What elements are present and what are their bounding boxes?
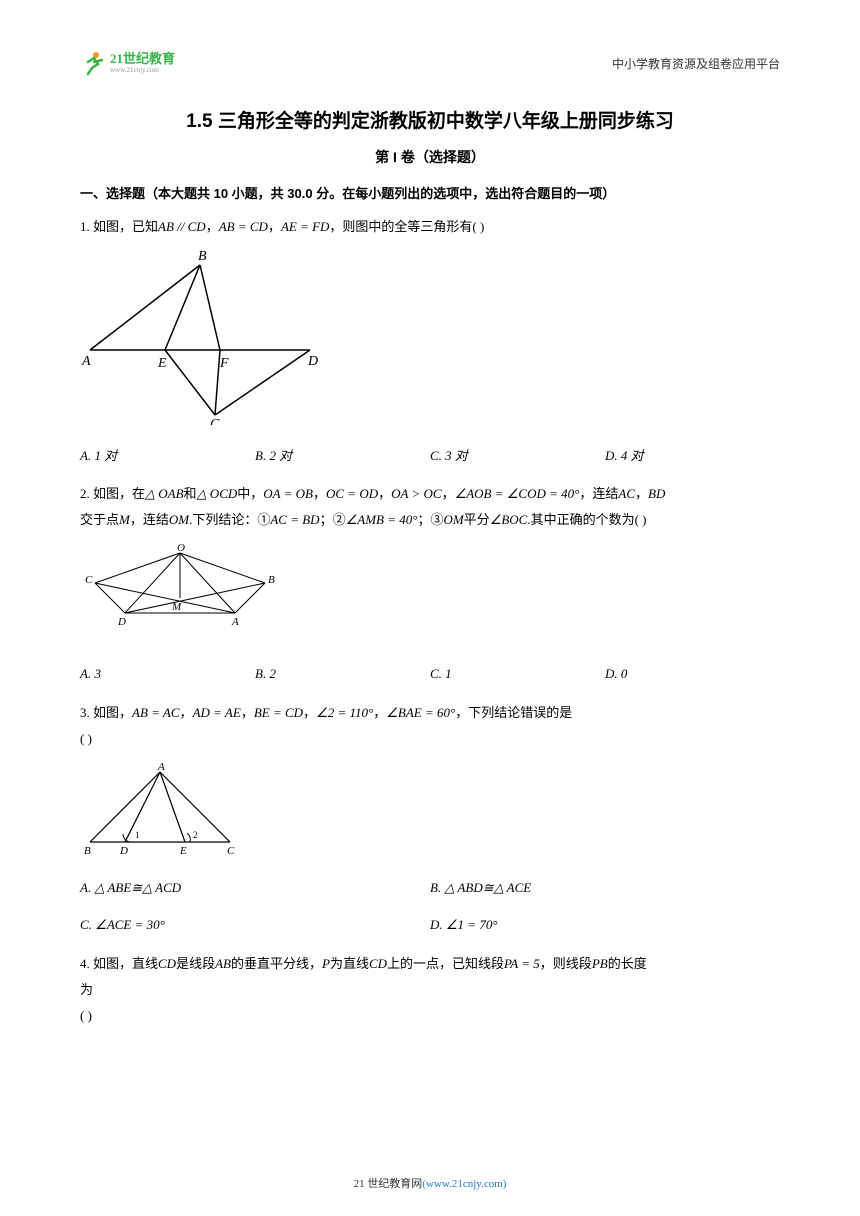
q3-options-row2: C. ∠ACE = 30° D. ∠1 = 70° bbox=[80, 913, 780, 936]
question-2: 2. 如图，在△ OAB和△ OCD中，OA = OB，OC = OD，OA >… bbox=[80, 481, 780, 685]
page-footer: 21 世纪教育网(www.21cnjy.com) bbox=[0, 1175, 860, 1191]
option-d[interactable]: D. 0 bbox=[605, 662, 780, 685]
svg-text:E: E bbox=[157, 356, 167, 371]
subtitle: 第 I 卷（选择题） bbox=[80, 147, 780, 167]
option-a[interactable]: A. △ ABE≅△ ACD bbox=[80, 876, 430, 899]
svg-text:C: C bbox=[227, 845, 235, 857]
logo-text-wrap: 21世纪教育 www.21cnjy.com bbox=[110, 52, 175, 74]
math: AB // CD bbox=[158, 219, 206, 234]
option-a[interactable]: A. 1 对 bbox=[80, 444, 255, 467]
option-a[interactable]: A. 3 bbox=[80, 662, 255, 685]
q1-text: 1. 如图，已知AB // CD，AB = CD，AE = FD，则图中的全等三… bbox=[80, 214, 780, 240]
q3-text: 3. 如图，AB = AC，AD = AE，BE = CD，∠2 = 110°，… bbox=[80, 700, 780, 752]
question-4: 4. 如图，直线CD是线段AB的垂直平分线，P为直线CD上的一点，已知线段PA … bbox=[80, 951, 780, 1029]
option-b[interactable]: B. △ ABD≅△ ACE bbox=[430, 876, 780, 899]
svg-text:A: A bbox=[231, 616, 239, 628]
svg-text:C: C bbox=[85, 574, 93, 586]
svg-text:M: M bbox=[171, 601, 182, 613]
option-c[interactable]: C. ∠ACE = 30° bbox=[80, 913, 430, 936]
logo: 21世纪教育 www.21cnjy.com bbox=[80, 50, 175, 76]
svg-text:O: O bbox=[177, 543, 185, 554]
option-d[interactable]: D. ∠1 = 70° bbox=[430, 913, 780, 936]
svg-text:D: D bbox=[117, 616, 126, 628]
svg-text:B: B bbox=[198, 250, 207, 264]
q-suffix: ，则图中的全等三角形有( ) bbox=[329, 219, 484, 234]
math: AB = CD bbox=[219, 219, 268, 234]
svg-text:A: A bbox=[157, 762, 165, 773]
option-c[interactable]: C. 3 对 bbox=[430, 444, 605, 467]
header-platform-text: 中小学教育资源及组卷应用平台 bbox=[612, 55, 780, 72]
triangle-diagram-icon: A B D 1 E 2 C bbox=[80, 762, 240, 857]
q2-options: A. 3 B. 2 C. 1 D. 0 bbox=[80, 662, 780, 685]
q2-figure: O C B D A M bbox=[80, 543, 780, 652]
option-b[interactable]: B. 2 对 bbox=[255, 444, 430, 467]
option-d[interactable]: D. 4 对 bbox=[605, 444, 780, 467]
section-heading: 一、选择题（本大题共 10 小题，共 30.0 分。在每小题列出的选项中，选出符… bbox=[80, 183, 780, 202]
star-diagram-icon: O C B D A M bbox=[80, 543, 280, 643]
q4-text: 4. 如图，直线CD是线段AB的垂直平分线，P为直线CD上的一点，已知线段PA … bbox=[80, 951, 780, 1029]
q3-options: A. △ ABE≅△ ACD B. △ ABD≅△ ACE bbox=[80, 876, 780, 899]
svg-text:D: D bbox=[119, 845, 128, 857]
q-num: 3. bbox=[80, 705, 90, 720]
option-b[interactable]: B. 2 bbox=[255, 662, 430, 685]
svg-text:E: E bbox=[179, 845, 187, 857]
q1-figure: B A E F D C bbox=[80, 250, 780, 434]
logo-title: 21世纪教育 bbox=[110, 52, 175, 66]
logo-url: www.21cnjy.com bbox=[110, 66, 175, 74]
svg-text:A: A bbox=[81, 354, 91, 369]
q1-options: A. 1 对 B. 2 对 C. 3 对 D. 4 对 bbox=[80, 444, 780, 467]
question-1: 1. 如图，已知AB // CD，AB = CD，AE = FD，则图中的全等三… bbox=[80, 214, 780, 467]
svg-text:D: D bbox=[307, 354, 318, 369]
page-header: 21世纪教育 www.21cnjy.com 中小学教育资源及组卷应用平台 bbox=[80, 50, 780, 76]
question-3: 3. 如图，AB = AC，AD = AE，BE = CD，∠2 = 110°，… bbox=[80, 700, 780, 937]
q2-text: 2. 如图，在△ OAB和△ OCD中，OA = OB，OC = OD，OA >… bbox=[80, 481, 780, 533]
svg-text:C: C bbox=[210, 417, 220, 425]
q-num: 1. bbox=[80, 219, 90, 234]
svg-text:F: F bbox=[219, 356, 229, 371]
math: AE = FD bbox=[281, 219, 329, 234]
runner-icon bbox=[80, 50, 106, 76]
footer-text: 21 世纪教育网 bbox=[354, 1178, 423, 1190]
q-num: 4. bbox=[80, 956, 90, 971]
q3-figure: A B D 1 E 2 C bbox=[80, 762, 780, 866]
svg-text:B: B bbox=[268, 574, 275, 586]
svg-text:B: B bbox=[84, 845, 91, 857]
option-c[interactable]: C. 1 bbox=[430, 662, 605, 685]
triangle-diagram-icon: B A E F D C bbox=[80, 250, 330, 425]
q-text: 如图，已知 bbox=[93, 219, 158, 234]
page-title: 1.5 三角形全等的判定浙教版初中数学八年级上册同步练习 bbox=[80, 106, 780, 133]
svg-text:2: 2 bbox=[193, 830, 198, 840]
footer-url: (www.21cnjy.com) bbox=[422, 1178, 506, 1190]
svg-text:1: 1 bbox=[135, 830, 140, 840]
q-num: 2. bbox=[80, 486, 90, 501]
